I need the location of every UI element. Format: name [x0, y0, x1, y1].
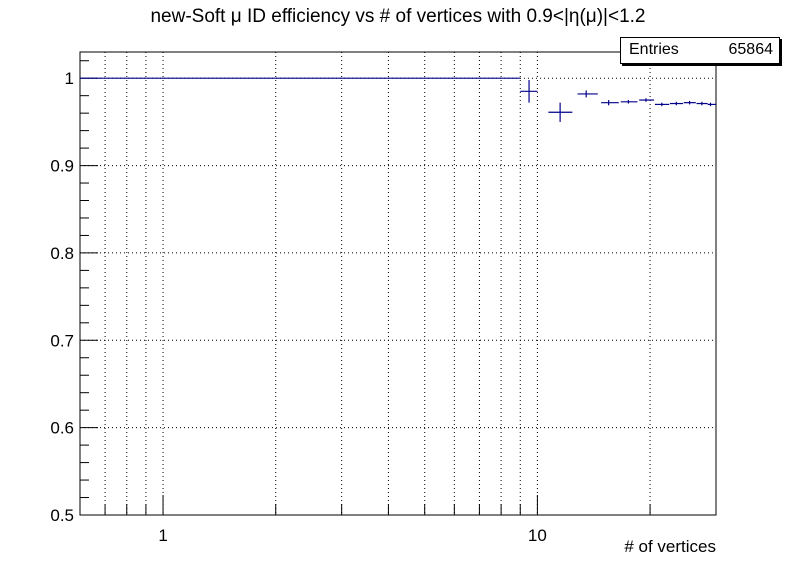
chart-title: new-Soft μ ID efficiency vs # of vertice… — [150, 6, 646, 27]
stats-entries-label: Entries — [629, 41, 679, 58]
y-tick-label: 0.5 — [50, 506, 74, 525]
x-tick-label: 1 — [158, 526, 167, 545]
y-tick-label: 1 — [65, 69, 74, 88]
stats-entries-value: 65864 — [728, 41, 774, 58]
y-tick-label: 0.9 — [50, 157, 74, 176]
plot-frame — [79, 51, 717, 516]
stats-box: Entries 65864 — [620, 37, 780, 64]
x-axis-title: # of vertices — [624, 537, 716, 556]
y-tick-label: 0.6 — [50, 419, 74, 438]
y-tick-label: 0.7 — [50, 331, 74, 350]
x-tick-label: 10 — [528, 526, 547, 545]
y-tick-label: 0.8 — [50, 244, 74, 263]
